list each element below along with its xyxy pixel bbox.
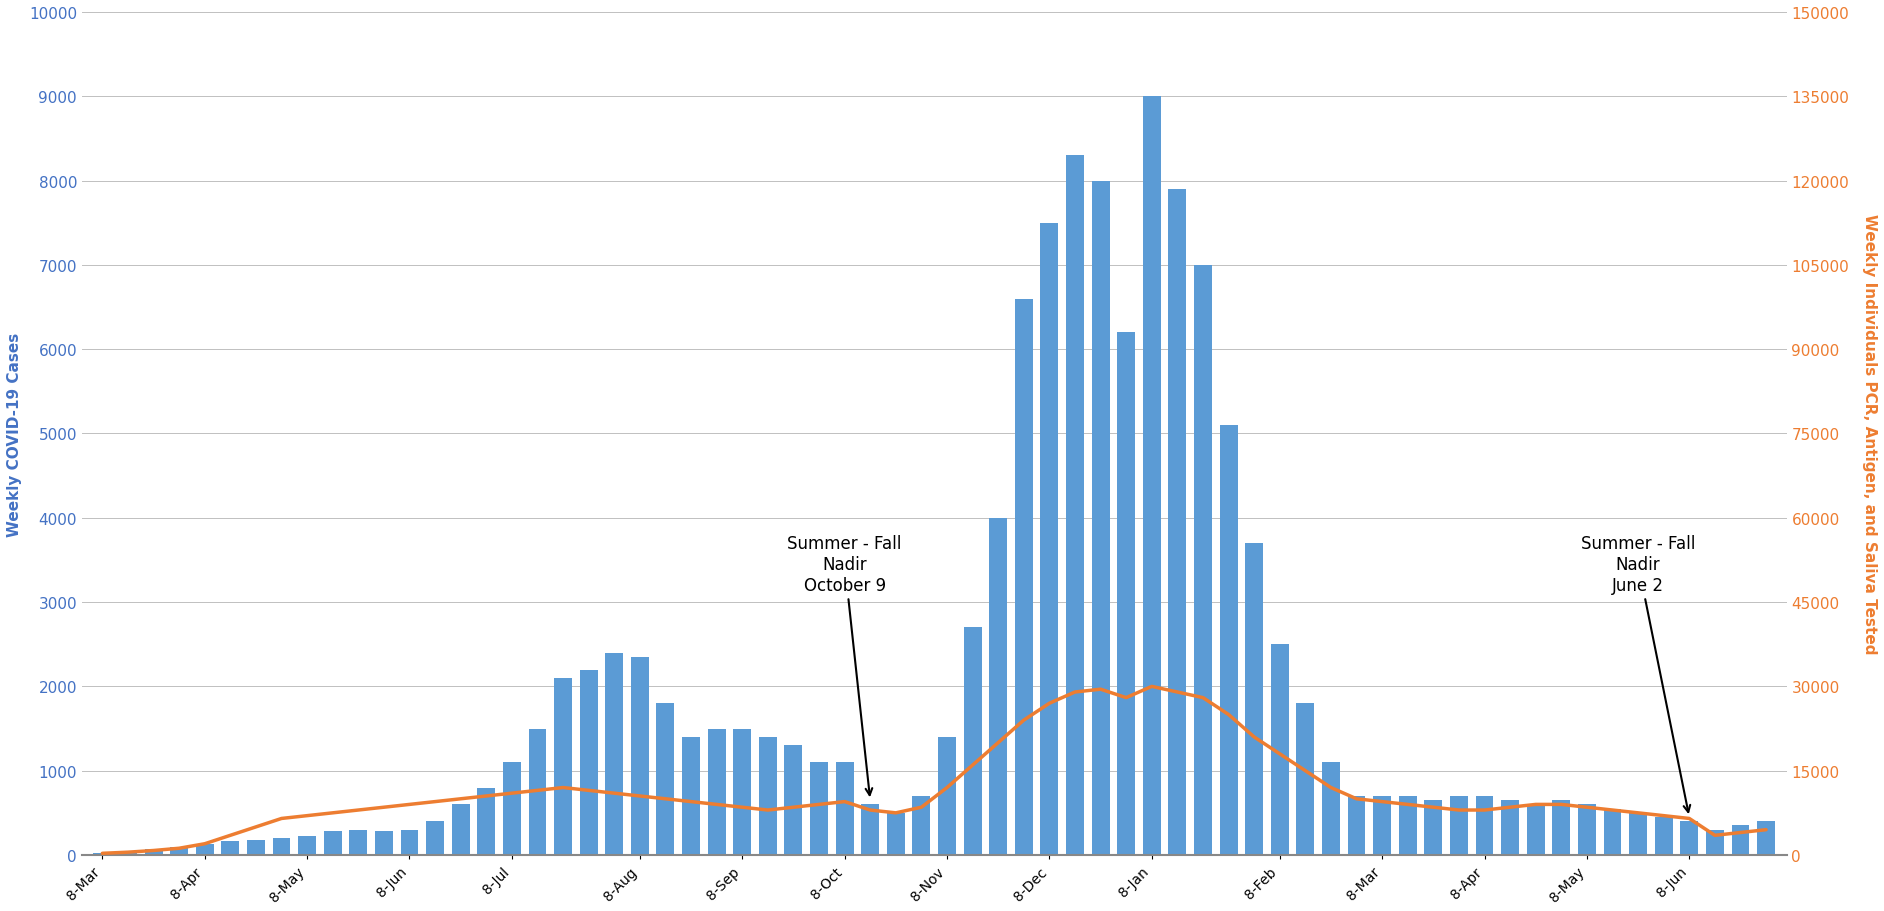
Bar	[247, 840, 266, 855]
Bar	[196, 844, 213, 855]
Bar	[1323, 763, 1340, 855]
Y-axis label: Weekly COVID-19 Cases: Weekly COVID-19 Cases	[8, 332, 23, 536]
Bar	[682, 737, 701, 855]
Bar	[222, 842, 239, 855]
Bar	[401, 830, 418, 855]
Bar	[1552, 800, 1569, 855]
Bar	[324, 832, 341, 855]
Bar	[631, 657, 648, 855]
Bar	[170, 846, 188, 855]
Bar	[708, 729, 725, 855]
Bar	[1272, 644, 1289, 855]
Bar	[273, 838, 290, 855]
Bar	[375, 832, 394, 855]
Bar	[349, 830, 367, 855]
Bar	[1705, 830, 1724, 855]
Bar	[912, 796, 931, 855]
Bar	[1424, 800, 1443, 855]
Bar	[1758, 822, 1775, 855]
Bar	[1245, 544, 1262, 855]
Bar	[477, 788, 495, 855]
Bar	[426, 822, 445, 855]
Bar	[1502, 800, 1519, 855]
Bar	[1681, 822, 1697, 855]
Bar	[580, 670, 597, 855]
Bar	[1475, 796, 1494, 855]
Bar	[1630, 813, 1647, 855]
Bar	[1347, 796, 1366, 855]
Bar	[1398, 796, 1417, 855]
Bar	[1066, 156, 1083, 855]
Bar	[94, 854, 111, 855]
Bar	[733, 729, 752, 855]
Bar	[1579, 804, 1596, 855]
Y-axis label: Weekly Individuals PCR, Antigen, and Saliva Tested: Weekly Individuals PCR, Antigen, and Sal…	[1861, 214, 1876, 654]
Bar	[605, 653, 624, 855]
Bar	[1603, 809, 1622, 855]
Bar	[963, 628, 982, 855]
Bar	[938, 737, 955, 855]
Bar	[1654, 817, 1673, 855]
Bar	[759, 737, 776, 855]
Bar	[836, 763, 853, 855]
Bar	[119, 852, 138, 855]
Bar	[452, 804, 469, 855]
Bar	[1040, 223, 1059, 855]
Bar	[810, 763, 827, 855]
Bar	[1451, 796, 1468, 855]
Bar	[656, 703, 674, 855]
Bar	[1015, 299, 1032, 855]
Bar	[861, 804, 880, 855]
Bar	[1296, 703, 1315, 855]
Bar	[784, 745, 803, 855]
Bar	[298, 835, 317, 855]
Bar	[1091, 181, 1110, 855]
Bar	[1194, 266, 1211, 855]
Text: Summer - Fall
Nadir
October 9: Summer - Fall Nadir October 9	[788, 535, 902, 795]
Bar	[1144, 97, 1161, 855]
Bar	[1373, 796, 1390, 855]
Bar	[503, 763, 520, 855]
Bar	[529, 729, 546, 855]
Bar	[1168, 189, 1187, 855]
Bar	[554, 678, 573, 855]
Bar	[1526, 804, 1545, 855]
Bar	[1219, 425, 1238, 855]
Bar	[887, 813, 904, 855]
Bar	[145, 849, 162, 855]
Bar	[1117, 333, 1136, 855]
Text: Summer - Fall
Nadir
June 2: Summer - Fall Nadir June 2	[1581, 535, 1696, 812]
Bar	[1731, 825, 1750, 855]
Bar	[989, 518, 1008, 855]
